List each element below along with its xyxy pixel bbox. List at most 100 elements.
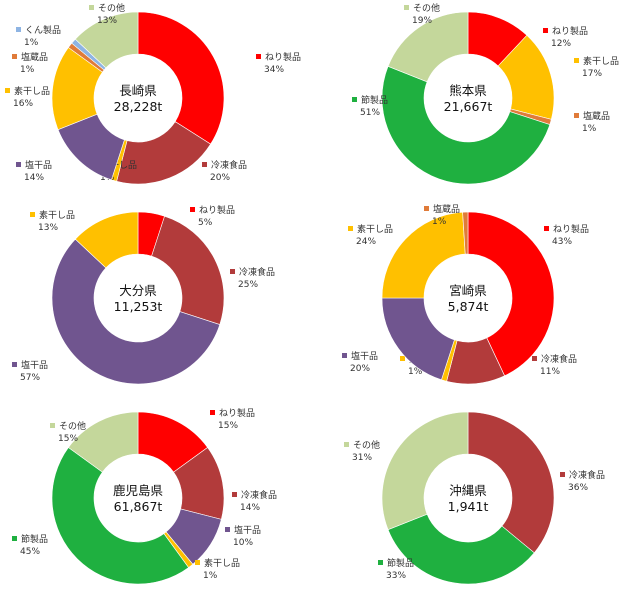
slice-label-name: 冷凍食品 bbox=[541, 353, 577, 365]
slice-label-name: 塩干品 bbox=[351, 350, 378, 362]
center-title: 沖縄県 bbox=[449, 483, 487, 498]
legend-swatch bbox=[202, 162, 207, 167]
slice-label-name: 冷凍食品 bbox=[241, 489, 277, 501]
legend-swatch bbox=[225, 527, 230, 532]
slice-label-name: 素干し品 bbox=[583, 55, 619, 67]
slice-label-name: ねり製品 bbox=[219, 407, 255, 419]
slice-label-percent: 51% bbox=[360, 108, 380, 118]
legend-swatch bbox=[50, 423, 55, 428]
slice-other bbox=[381, 411, 469, 531]
slice-label-name: 素干し品 bbox=[14, 85, 50, 97]
slice-enzo bbox=[462, 211, 469, 255]
legend-swatch bbox=[210, 410, 215, 415]
slice-label-percent: 34% bbox=[264, 65, 284, 75]
slice-label-percent: 1% bbox=[20, 65, 35, 75]
slice-label-percent: 5% bbox=[198, 218, 213, 228]
slice-label-name: その他 bbox=[59, 420, 86, 432]
slice-label-percent: 15% bbox=[58, 434, 78, 444]
slice-bushi bbox=[387, 513, 535, 585]
slice-label-name: 塩蔵品 bbox=[583, 110, 610, 122]
center-title: 長崎県 bbox=[119, 83, 157, 98]
legend-swatch bbox=[89, 5, 94, 10]
legend-swatch bbox=[230, 269, 235, 274]
slice-reito bbox=[151, 215, 225, 325]
legend-swatch bbox=[404, 5, 409, 10]
slice-label-percent: 57% bbox=[20, 373, 40, 383]
slice-label-percent: 1% bbox=[408, 367, 423, 377]
legend-swatch bbox=[543, 28, 548, 33]
slice-label-name: ねり製品 bbox=[553, 223, 589, 235]
slice-label-name: 塩干品 bbox=[25, 159, 52, 171]
legend-swatch bbox=[12, 536, 17, 541]
legend-swatch bbox=[574, 113, 579, 118]
slice-label-percent: 36% bbox=[568, 483, 588, 493]
center-value: 21,667t bbox=[444, 99, 493, 114]
slice-label-name: 節製品 bbox=[21, 533, 48, 545]
slice-label-percent: 15% bbox=[218, 421, 238, 431]
slice-label-percent: 1% bbox=[582, 124, 597, 134]
legend-swatch bbox=[352, 97, 357, 102]
slice-label-percent: 12% bbox=[551, 39, 571, 49]
center-value: 61,867t bbox=[114, 499, 163, 514]
slice-label-name: 節製品 bbox=[361, 94, 388, 106]
slice-label-percent: 19% bbox=[412, 16, 432, 26]
slice-label-name: その他 bbox=[98, 2, 125, 14]
slice-other bbox=[68, 411, 139, 473]
slice-enkan bbox=[381, 297, 455, 381]
slice-label-percent: 45% bbox=[20, 547, 40, 557]
slice-label-percent: 14% bbox=[240, 503, 260, 513]
legend-swatch bbox=[232, 492, 237, 497]
legend-swatch bbox=[12, 362, 17, 367]
slice-neri bbox=[137, 11, 225, 145]
legend-swatch bbox=[342, 353, 347, 358]
legend-swatch bbox=[560, 472, 565, 477]
center-title: 宮崎県 bbox=[449, 283, 487, 298]
donut-chart-5: ねり製品 15% 冷凍食品 14% 塩干品 10% 素干し品 1% 節製品 45% その他 15% 鹿児… bbox=[12, 407, 277, 585]
center-value: 5,874t bbox=[448, 299, 489, 314]
center-value: 28,228t bbox=[114, 99, 163, 114]
slice-bushi bbox=[51, 447, 189, 585]
slice-label-percent: 10% bbox=[233, 538, 253, 548]
legend-swatch bbox=[574, 58, 579, 63]
legend-swatch bbox=[378, 560, 383, 565]
slice-label-percent: 20% bbox=[210, 173, 230, 183]
slice-label-name: ねり製品 bbox=[552, 25, 588, 37]
donut-chart-1: ねり製品34%冷凍食品20%素干し品1%塩干品14%素干し品16%塩蔵品1%くん… bbox=[5, 2, 301, 185]
slice-neri bbox=[467, 211, 555, 377]
slice-label-name: その他 bbox=[413, 2, 440, 14]
donut-chart-2: ねり製品 12% 素干し品 17% 塩蔵品 1% 節製品 51% その他 19% 熊本県21,667… bbox=[352, 2, 619, 185]
slice-label-name: 素干し品 bbox=[204, 557, 240, 569]
slice-label-percent: 16% bbox=[13, 99, 33, 109]
slice-label-percent: 24% bbox=[356, 237, 376, 247]
slice-label-name: くん製品 bbox=[25, 24, 61, 36]
slice-label-name: 塩蔵品 bbox=[433, 203, 460, 215]
legend-swatch bbox=[532, 356, 537, 361]
center-value: 11,253t bbox=[114, 299, 163, 314]
slice-label-percent: 20% bbox=[350, 364, 370, 374]
center-title: 大分県 bbox=[119, 283, 157, 298]
legend-swatch bbox=[195, 560, 200, 565]
slice-label-percent: 31% bbox=[352, 453, 372, 463]
slice-label-percent: 14% bbox=[24, 173, 44, 183]
legend-swatch bbox=[544, 226, 549, 231]
slice-label-percent: 1% bbox=[24, 38, 39, 48]
legend-swatch bbox=[400, 356, 405, 361]
slice-label-percent: 25% bbox=[238, 280, 258, 290]
slice-label-percent: 1% bbox=[432, 217, 447, 227]
legend-swatch bbox=[256, 54, 261, 59]
slice-label-percent: 17% bbox=[582, 69, 602, 79]
slice-suboshi bbox=[74, 211, 139, 269]
legend-swatch bbox=[5, 88, 10, 93]
slice-label-name: 素干し品 bbox=[357, 223, 393, 235]
slice-label-percent: 43% bbox=[552, 237, 572, 247]
legend-swatch bbox=[190, 207, 195, 212]
slice-label-percent: 11% bbox=[540, 367, 560, 377]
slice-other bbox=[74, 11, 139, 69]
slice-reito bbox=[467, 411, 555, 554]
donut-chart-4: ねり製品43%冷凍食品11%素干し品1%塩干品20%素干し品24%塩蔵品1%宮崎… bbox=[342, 203, 589, 385]
slice-label-name: ねり製品 bbox=[199, 204, 235, 216]
slice-label-name: 冷凍食品 bbox=[569, 469, 605, 481]
